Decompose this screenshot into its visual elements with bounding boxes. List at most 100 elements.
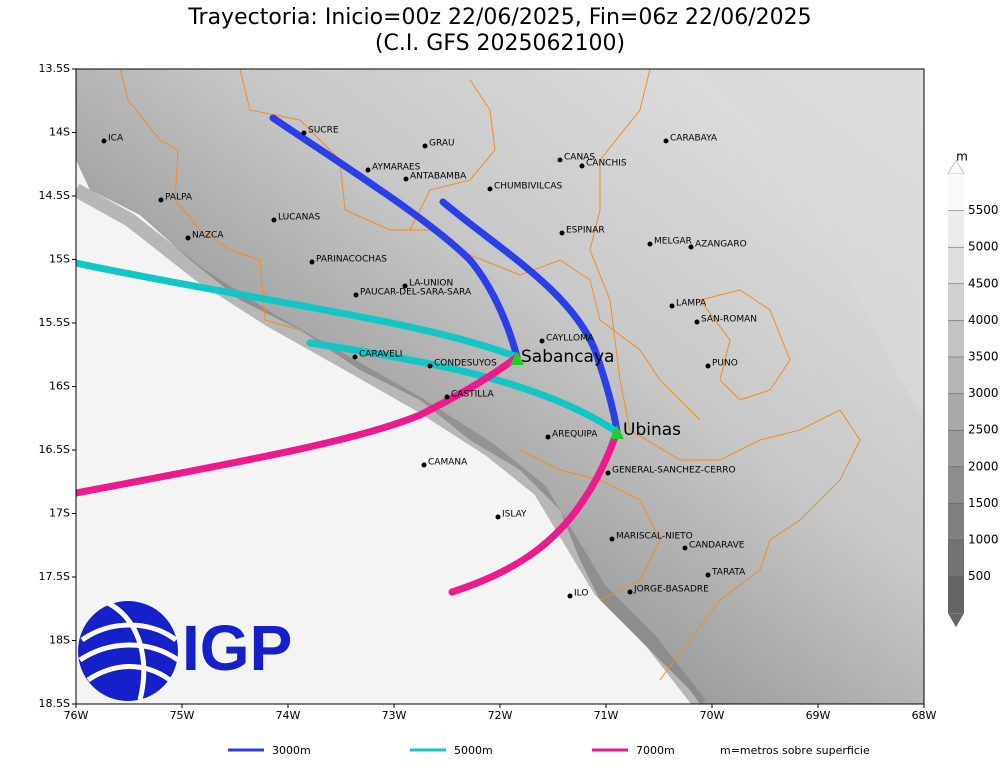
trajectory-5000m: [306, 339, 621, 436]
place-marker: [627, 589, 633, 595]
legend-label: 7000m: [636, 744, 675, 757]
place-marker: [647, 241, 653, 247]
place-marker: [567, 593, 573, 599]
y-tick-label: 16S: [49, 380, 70, 393]
subtitle: (C.I. GFS 2025062100): [375, 31, 625, 56]
place-label: CHUMBIVILCAS: [494, 182, 562, 192]
place-label: TARATA: [711, 568, 746, 578]
border: [589, 69, 861, 681]
place-marker: [559, 230, 565, 236]
colorbar-band: [948, 210, 964, 248]
trajectory-7000m: [76, 353, 521, 497]
colorbar-label: 5000: [968, 240, 999, 254]
x-tick-label: 72W: [488, 709, 513, 722]
place-marker: [495, 514, 501, 520]
place-label: JORGE-BASADRE: [633, 585, 709, 595]
colorbar-label: 3000: [968, 386, 999, 400]
coastal-slope: [76, 183, 706, 704]
place-label: ILO: [574, 589, 588, 599]
place-marker: [427, 363, 433, 369]
place-marker: [669, 303, 675, 309]
place-label: ICA: [108, 134, 124, 144]
colorbar-label: 4500: [968, 276, 999, 290]
place-marker: [158, 197, 164, 203]
place-label: SAN-ROMAN: [701, 315, 757, 325]
place-label: PALPA: [165, 193, 193, 203]
place-marker: [663, 138, 669, 144]
y-tick-label: 15.5S: [39, 316, 70, 329]
y-tick-label: 15S: [49, 253, 70, 266]
place-marker: [402, 283, 408, 289]
y-tick-label: 13.5S: [39, 62, 70, 75]
place-label: AYMARAES: [372, 163, 421, 173]
colorbar-label: 3500: [968, 350, 999, 364]
border: [519, 449, 661, 601]
place-marker: [609, 536, 615, 542]
place-marker: [539, 338, 545, 344]
colorbar-label: 2000: [968, 459, 999, 473]
colorbar-unit: m: [956, 150, 968, 164]
place-label: CAYLLOMA: [546, 334, 595, 344]
place-label: MELGAR: [654, 237, 692, 247]
place-marker: [422, 143, 428, 149]
colorbar-band: [948, 466, 964, 504]
colorbar-bottom: [948, 613, 964, 628]
place-label: AREQUIPA: [552, 430, 598, 440]
place-label: LA-UNION: [409, 279, 453, 289]
place-marker: [101, 138, 107, 144]
place-marker: [694, 319, 700, 325]
colorbar-band: [948, 283, 964, 321]
place-marker: [271, 217, 277, 223]
place-marker: [487, 186, 493, 192]
border: [119, 69, 301, 331]
logo: IGP: [78, 600, 292, 701]
place-label: GRAU: [429, 139, 455, 149]
place-label: AZANGARO: [695, 240, 747, 250]
volcano-marker: [610, 425, 624, 439]
place-label: ISLAY: [502, 510, 527, 520]
y-tick-label: 14.5S: [39, 189, 70, 202]
border: [239, 69, 701, 421]
place-label: NAZCA: [192, 231, 224, 241]
place-label: CARAVELI: [359, 350, 402, 360]
volcano-label: Sabancaya: [521, 347, 614, 367]
volcano-marker: [510, 351, 524, 365]
colorbar-band: [948, 503, 964, 540]
lake-titicaca: [699, 289, 791, 401]
place-label: SUCRE: [308, 126, 339, 136]
colorbar-band: [948, 174, 964, 211]
place-label: CANAS: [564, 153, 595, 163]
place-label: CANDARAVE: [689, 541, 745, 551]
colorbar-band: [948, 320, 964, 357]
colorbar-band: [948, 357, 964, 394]
place-label: PAUCAR-DEL-SARA-SARA: [360, 288, 472, 298]
place-marker: [682, 545, 688, 551]
x-tick-label: 73W: [382, 709, 407, 722]
title: Trayectoria: Inicio=00z 22/06/2025, Fin=…: [187, 5, 811, 30]
map-area: [76, 69, 924, 704]
place-marker: [365, 167, 371, 173]
colorbar-label: 500: [968, 569, 991, 583]
colorbar-band: [948, 393, 964, 431]
y-tick-label: 16.5S: [39, 443, 70, 456]
x-tick-label: 75W: [170, 709, 195, 722]
place-marker: [605, 470, 611, 476]
y-tick-label: 18S: [49, 634, 70, 647]
x-tick-label: 68W: [912, 709, 937, 722]
place-label: LAMPA: [676, 299, 707, 309]
trajectory-3000m: [269, 114, 521, 361]
colorbar-band: [948, 540, 964, 577]
place-label: CASTILLA: [451, 390, 495, 400]
place-marker: [421, 462, 427, 468]
place-marker: [705, 572, 711, 578]
place-label: CAMANA: [428, 458, 468, 468]
place-marker: [353, 292, 359, 298]
colorbar-band: [948, 576, 964, 614]
y-tick-label: 17.5S: [39, 570, 70, 583]
place-label: CANCHIS: [586, 159, 627, 169]
place-marker: [444, 394, 450, 400]
legend-label: 3000m: [272, 744, 311, 757]
place-label: LUCANAS: [278, 213, 320, 223]
colorbar-label: 5500: [968, 203, 999, 217]
y-tick-label: 18.5S: [39, 697, 70, 710]
